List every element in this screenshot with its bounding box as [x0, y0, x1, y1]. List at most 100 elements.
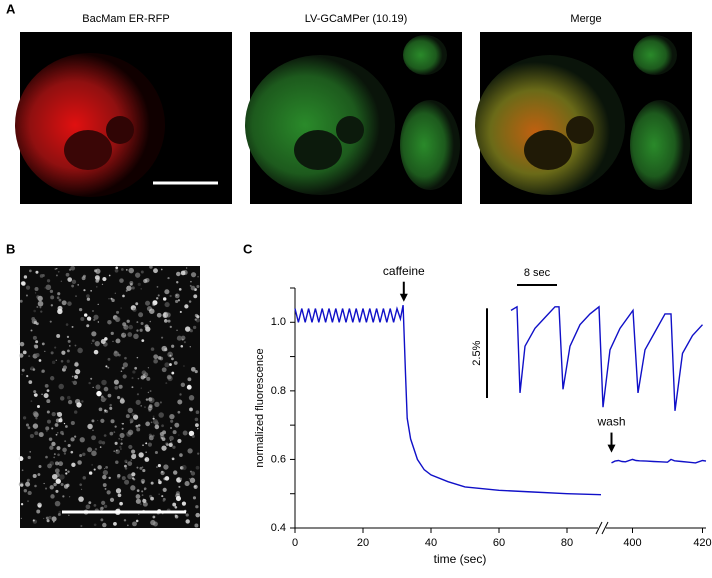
- speckle: [97, 419, 99, 422]
- speckle: [140, 270, 144, 274]
- speckle: [190, 280, 192, 283]
- speckle: [113, 351, 119, 357]
- speckle: [21, 469, 24, 472]
- speckle: [30, 329, 33, 332]
- speckle: [82, 476, 86, 480]
- speckle: [119, 501, 123, 506]
- speckle: [131, 377, 134, 380]
- speckle: [149, 265, 153, 269]
- speckle: [33, 390, 37, 394]
- speckle: [147, 442, 153, 447]
- speckle: [41, 274, 45, 277]
- speckle: [67, 399, 73, 405]
- speckle: [143, 372, 149, 378]
- speckle: [142, 373, 146, 376]
- speckle: [122, 322, 127, 327]
- speckle: [91, 339, 95, 343]
- speckle: [91, 309, 95, 313]
- speckle: [121, 427, 124, 430]
- speckle: [171, 457, 173, 460]
- speckle: [190, 272, 197, 278]
- speckle: [76, 402, 82, 408]
- speckle: [57, 512, 61, 516]
- speckle: [161, 424, 164, 428]
- speckle: [188, 300, 192, 303]
- speckle: [93, 468, 96, 471]
- speckle: [103, 411, 106, 414]
- speckle: [32, 423, 39, 429]
- speckle: [165, 443, 169, 446]
- speckle: [156, 312, 162, 318]
- speckle: [134, 366, 138, 370]
- speckle: [59, 474, 65, 480]
- speckle: [178, 497, 181, 500]
- speckle: [152, 417, 155, 420]
- speckle: [178, 288, 182, 291]
- speckle: [176, 329, 178, 331]
- speckle: [149, 390, 152, 392]
- speckle: [74, 410, 78, 414]
- speckle: [124, 467, 128, 470]
- speckle: [180, 382, 186, 387]
- speckle: [108, 476, 111, 480]
- speckle: [104, 487, 107, 490]
- speckle: [56, 412, 59, 414]
- arrow-head: [399, 293, 408, 302]
- speckle: [150, 496, 154, 501]
- speckle: [134, 454, 137, 456]
- speckle: [60, 280, 63, 282]
- speckle: [193, 294, 198, 299]
- speckle: [35, 340, 39, 344]
- speckle: [162, 487, 167, 492]
- speckle: [152, 415, 155, 418]
- speckle: [101, 397, 105, 402]
- speckle: [169, 435, 174, 441]
- speckle: [173, 470, 178, 475]
- speckle: [150, 481, 154, 485]
- speckle: [120, 307, 122, 309]
- speckle: [109, 431, 114, 436]
- speckle: [136, 489, 140, 492]
- speckle: [67, 301, 72, 306]
- speckle: [130, 459, 133, 461]
- speckle: [189, 346, 191, 348]
- speckle: [159, 401, 162, 404]
- speckle: [99, 446, 102, 448]
- speckle: [169, 439, 172, 442]
- x-axis-label: time (sec): [434, 552, 487, 566]
- speckle: [54, 346, 57, 349]
- speckle: [49, 289, 54, 294]
- speckle: [147, 391, 150, 394]
- speckle: [92, 429, 94, 432]
- speckle: [140, 387, 142, 389]
- speckle: [194, 523, 199, 528]
- speckle: [150, 421, 153, 424]
- speckle: [115, 488, 122, 494]
- speckle: [152, 419, 159, 425]
- speckle: [174, 505, 178, 509]
- speckle: [28, 380, 33, 385]
- panel-letter: B: [6, 241, 15, 256]
- speckle: [97, 465, 102, 470]
- speckle: [124, 479, 130, 485]
- speckle: [176, 281, 179, 284]
- speckle: [135, 399, 141, 405]
- speckle: [37, 473, 41, 476]
- speckle: [101, 441, 106, 445]
- speckle: [48, 515, 52, 520]
- speckle: [167, 319, 171, 323]
- speckle: [145, 300, 151, 306]
- speckle: [136, 321, 139, 324]
- speckle: [34, 286, 39, 291]
- speckle: [118, 437, 121, 440]
- annotation: caffeine: [383, 264, 425, 278]
- speckle: [65, 468, 68, 472]
- speckle: [113, 521, 117, 526]
- speckle: [74, 362, 79, 367]
- speckle: [164, 319, 167, 321]
- speckle: [195, 505, 199, 509]
- speckle: [185, 513, 189, 517]
- speckle: [78, 496, 84, 502]
- speckle: [145, 398, 149, 401]
- speckle: [49, 376, 55, 381]
